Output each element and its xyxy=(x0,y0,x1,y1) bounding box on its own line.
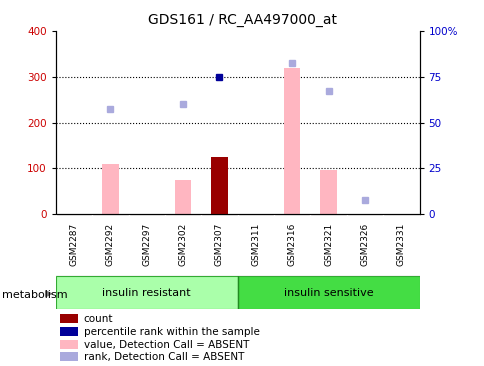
Bar xyxy=(60,352,78,361)
Bar xyxy=(320,170,336,214)
Text: GDS161 / RC_AA497000_at: GDS161 / RC_AA497000_at xyxy=(148,13,336,27)
Text: GSM2292: GSM2292 xyxy=(106,223,115,266)
Text: GSM2326: GSM2326 xyxy=(360,223,369,266)
Text: GSM2321: GSM2321 xyxy=(323,223,333,266)
Text: percentile rank within the sample: percentile rank within the sample xyxy=(84,327,259,337)
Text: GSM2307: GSM2307 xyxy=(214,222,224,266)
Text: GSM2297: GSM2297 xyxy=(142,223,151,266)
Text: GSM2331: GSM2331 xyxy=(396,222,405,266)
Text: GSM2311: GSM2311 xyxy=(251,222,260,266)
Text: insulin resistant: insulin resistant xyxy=(102,288,191,298)
Text: value, Detection Call = ABSENT: value, Detection Call = ABSENT xyxy=(84,340,249,350)
Text: insulin sensitive: insulin sensitive xyxy=(283,288,373,298)
Bar xyxy=(60,314,78,323)
Bar xyxy=(237,276,419,309)
Text: GSM2287: GSM2287 xyxy=(69,223,78,266)
Text: count: count xyxy=(84,314,113,324)
Bar xyxy=(60,340,78,348)
Bar xyxy=(175,180,191,214)
Bar xyxy=(102,164,118,214)
Bar xyxy=(284,68,300,214)
Text: GSM2302: GSM2302 xyxy=(178,223,187,266)
Text: GSM2316: GSM2316 xyxy=(287,222,296,266)
Text: rank, Detection Call = ABSENT: rank, Detection Call = ABSENT xyxy=(84,352,243,362)
Bar xyxy=(211,157,227,214)
Bar xyxy=(56,276,237,309)
Text: metabolism: metabolism xyxy=(2,290,68,300)
Bar xyxy=(60,327,78,336)
